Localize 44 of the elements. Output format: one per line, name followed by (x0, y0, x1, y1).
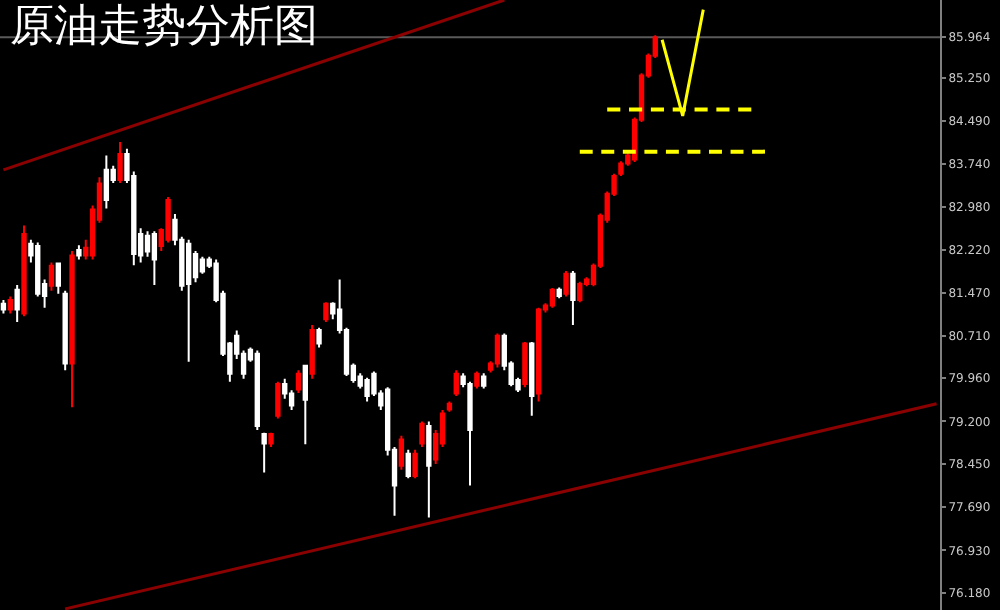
chart-title: 原油走势分析图 (10, 1, 318, 52)
candlestick (316, 326, 322, 349)
candlestick (453, 369, 459, 397)
candlestick (261, 431, 267, 474)
candlestick (275, 380, 281, 420)
candlestick (323, 301, 329, 324)
candlestick (103, 154, 110, 210)
candlestick (254, 349, 260, 431)
candlestick (481, 372, 487, 390)
candlestick (474, 370, 480, 390)
candlestick (412, 448, 418, 480)
candlestick (302, 363, 308, 446)
candlestick (62, 289, 68, 372)
candlestick (69, 250, 75, 409)
candlestick (14, 284, 20, 324)
candlestick (21, 224, 27, 318)
candlestick (549, 286, 556, 309)
candlestick (165, 196, 171, 244)
candlestick (522, 340, 528, 389)
candlestick (268, 431, 274, 448)
candlestick (76, 244, 82, 261)
candlestick (186, 238, 192, 363)
candlestick (577, 280, 583, 304)
candlestick (405, 448, 411, 480)
candlestick (55, 261, 61, 295)
candlestick (151, 230, 158, 287)
candlestick (199, 255, 206, 275)
candlestick (295, 369, 302, 395)
candlestick (309, 323, 315, 380)
candlestick (7, 295, 13, 315)
candlestick (0, 298, 7, 315)
candlestick (398, 434, 405, 471)
candlestick (426, 420, 432, 519)
candlestick (494, 332, 501, 369)
candlestick (364, 376, 370, 403)
candlestick (467, 380, 473, 487)
candlestick (556, 286, 562, 300)
candlestick (529, 340, 535, 417)
candlestick (48, 261, 55, 292)
candlestick (117, 141, 123, 184)
candlestick (535, 306, 542, 403)
candlestick (563, 269, 569, 298)
candlestick (570, 269, 576, 326)
candlestick (419, 420, 425, 448)
